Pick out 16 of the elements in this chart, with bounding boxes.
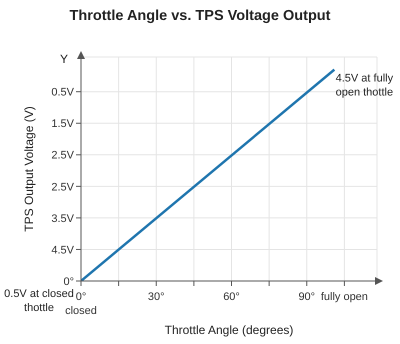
chart-title: Throttle Angle vs. TPS Voltage Output <box>68 8 332 24</box>
text: 2.5V <box>51 150 75 162</box>
y-axis-title: TPS Output Voltage (V) <box>22 106 36 232</box>
text: 2.5V <box>51 181 75 194</box>
text: 0.5V <box>51 86 75 99</box>
text: 4.5V <box>51 244 75 256</box>
x-tick-label: fully open <box>320 291 368 303</box>
x-tick-label: 30° <box>148 291 165 303</box>
annotation: 4.5V at fully open thottle <box>336 72 394 99</box>
x-axis-title: Throttle Angle (degrees) <box>164 323 294 337</box>
text: 0° <box>63 276 74 288</box>
x-tick-label: 60° <box>223 291 240 303</box>
text: 3.5V <box>51 212 75 225</box>
x-tick-label: 90° <box>298 291 316 303</box>
text: Y <box>60 52 68 66</box>
text: 1.5V <box>51 118 75 130</box>
